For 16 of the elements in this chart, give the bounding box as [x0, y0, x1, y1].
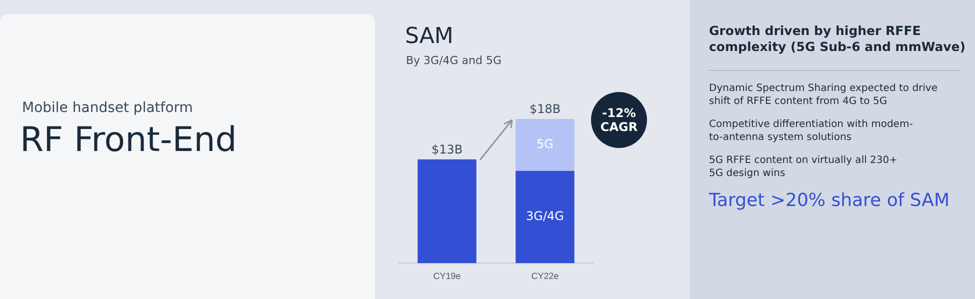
text: RF Front-End	[20, 120, 237, 160]
text: -12% CAGR	[591, 92, 647, 148]
text: Mobile handset platform	[22, 100, 193, 116]
chart-title: SAM	[405, 24, 454, 49]
text: Dynamic Spectrum Sharing expected to drive shift of RFFE content from 4G to 5G	[709, 82, 939, 108]
x-tick-label: CY19e	[433, 271, 461, 282]
text: Competitive differentiation with modem-to-antenna system solutions	[709, 118, 914, 144]
x-tick-label: CY22e	[531, 271, 559, 282]
text: Target >20% share of SAM	[709, 190, 951, 211]
annotation: $13B	[431, 142, 463, 156]
series-label: 3G/4G	[526, 209, 564, 224]
series-label: 5G	[536, 137, 554, 152]
text: 5G RFFE content on virtually all 230+ 5G design wins	[709, 154, 899, 180]
annotation: $18B	[529, 102, 561, 116]
text: Growth driven by higher RFFE complexity (5G Sub-6 and mmWave)	[709, 23, 966, 56]
chart-subtitle: By 3G/4G and 5G	[406, 54, 502, 67]
